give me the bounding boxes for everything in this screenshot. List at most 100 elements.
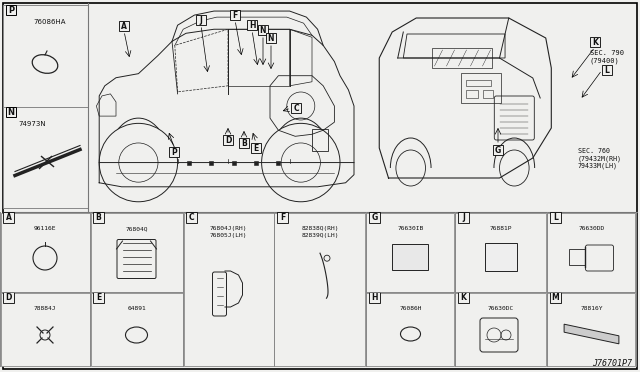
Bar <box>93 212 104 223</box>
Text: N: N <box>268 33 275 42</box>
Text: SEC. 790
(79400): SEC. 790 (79400) <box>590 50 624 64</box>
Polygon shape <box>564 324 619 344</box>
Bar <box>493 145 503 155</box>
Text: K: K <box>592 38 598 46</box>
Text: 76630DC: 76630DC <box>488 306 514 311</box>
Bar <box>6 5 16 15</box>
Text: K: K <box>461 293 467 302</box>
Bar <box>367 212 454 292</box>
Bar <box>276 161 280 164</box>
Text: C: C <box>189 213 195 222</box>
Text: B: B <box>95 213 101 222</box>
Bar <box>1 292 90 366</box>
Text: A: A <box>121 22 127 31</box>
Text: L: L <box>605 65 609 74</box>
Bar <box>456 212 547 292</box>
Bar <box>6 107 16 117</box>
Text: L: L <box>553 213 558 222</box>
Text: E: E <box>96 293 101 302</box>
Bar <box>119 21 129 31</box>
Text: J76701P7: J76701P7 <box>592 359 632 368</box>
Text: 96116E: 96116E <box>34 226 56 231</box>
Text: J: J <box>462 213 465 222</box>
Text: E: E <box>253 144 259 153</box>
Circle shape <box>99 124 178 202</box>
Bar <box>266 33 276 43</box>
Text: D: D <box>5 293 12 302</box>
Text: A: A <box>6 213 12 222</box>
Text: C: C <box>293 103 299 112</box>
Bar <box>247 20 257 30</box>
Bar <box>3 5 88 107</box>
Bar <box>461 73 501 103</box>
Bar <box>458 212 469 223</box>
Bar <box>369 212 380 223</box>
Text: 76086HA: 76086HA <box>33 19 65 25</box>
Bar <box>3 107 88 208</box>
Bar <box>466 90 478 98</box>
Bar <box>602 65 612 75</box>
Bar <box>93 292 104 303</box>
Text: 82839Q(LH): 82839Q(LH) <box>301 233 339 238</box>
Bar <box>223 135 233 145</box>
Bar <box>196 15 206 25</box>
Text: 78884J: 78884J <box>34 306 56 311</box>
Text: D: D <box>225 135 231 144</box>
Text: 76805J(LH): 76805J(LH) <box>210 233 247 238</box>
Bar <box>547 292 636 366</box>
Bar <box>169 147 179 157</box>
Bar <box>209 161 213 164</box>
Text: H: H <box>371 293 378 302</box>
Bar <box>590 37 600 47</box>
Text: P: P <box>171 148 177 157</box>
Bar <box>570 249 586 265</box>
Bar <box>186 212 197 223</box>
Text: SEC. 760
(79432M(RH)
79433M(LH): SEC. 760 (79432M(RH) 79433M(LH) <box>578 148 622 169</box>
Bar <box>456 292 547 366</box>
Bar <box>90 212 182 292</box>
Text: N: N <box>260 26 266 35</box>
Bar <box>239 138 249 148</box>
Bar <box>433 48 493 68</box>
Bar <box>251 143 261 153</box>
Bar <box>275 212 365 366</box>
Text: 76804J(RH): 76804J(RH) <box>210 226 247 231</box>
Bar <box>550 212 561 223</box>
Bar <box>277 212 288 223</box>
Bar <box>485 243 517 271</box>
Text: H: H <box>249 20 255 29</box>
Text: F: F <box>280 213 285 222</box>
Text: 76630DD: 76630DD <box>579 226 605 231</box>
Text: 82838Q(RH): 82838Q(RH) <box>301 226 339 231</box>
Text: N: N <box>8 108 15 116</box>
Bar <box>291 103 301 113</box>
Text: J: J <box>200 16 202 25</box>
Text: 76881P: 76881P <box>490 226 512 231</box>
Text: P: P <box>8 6 14 15</box>
Bar <box>458 292 469 303</box>
Bar <box>483 90 493 98</box>
Bar <box>466 80 491 86</box>
Text: 76630IB: 76630IB <box>397 226 424 231</box>
Bar <box>187 161 191 164</box>
Bar <box>3 292 14 303</box>
Bar <box>254 161 258 164</box>
Text: G: G <box>371 213 378 222</box>
Bar <box>1 212 90 292</box>
Bar <box>3 212 14 223</box>
Text: 76804Q: 76804Q <box>125 226 148 231</box>
Bar <box>90 292 182 366</box>
Bar <box>392 244 429 270</box>
Text: F: F <box>232 10 237 19</box>
Circle shape <box>262 124 340 202</box>
Text: 74973N: 74973N <box>18 121 45 127</box>
Text: 64891: 64891 <box>127 306 146 311</box>
Bar <box>369 292 380 303</box>
Bar <box>547 212 636 292</box>
Bar <box>232 161 236 164</box>
Bar <box>184 212 273 366</box>
Bar <box>312 129 328 151</box>
Bar <box>230 10 240 20</box>
Text: M: M <box>552 293 559 302</box>
Text: G: G <box>495 145 501 154</box>
